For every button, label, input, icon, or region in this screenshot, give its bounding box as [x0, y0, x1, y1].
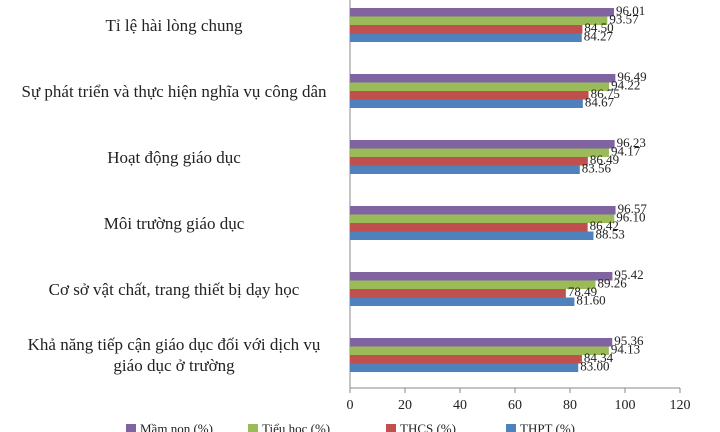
bar — [350, 280, 596, 289]
value-label: 95.42 — [614, 267, 643, 282]
legend-label: THPT (%) — [520, 421, 575, 432]
bar — [350, 338, 613, 347]
category-label: Khả năng tiếp cận giáo dục đối với dịch … — [27, 335, 321, 375]
bar — [350, 289, 566, 298]
value-label: 88.53 — [595, 227, 624, 242]
value-label: 96.49 — [617, 69, 646, 84]
category-label: Tỉ lệ hài lòng chung — [105, 15, 243, 35]
x-tick-label: 0 — [347, 398, 354, 413]
category-label: Hoạt động giáo dục — [107, 147, 241, 167]
x-tick-label: 20 — [398, 398, 412, 413]
value-label: 94.13 — [611, 342, 640, 357]
value-label: 84.50 — [584, 20, 613, 35]
bar — [350, 82, 610, 91]
value-label: 86.75 — [591, 86, 620, 101]
value-label: 86.49 — [590, 152, 619, 167]
value-label: 84.27 — [584, 29, 614, 44]
value-label: 94.22 — [611, 78, 640, 93]
x-tick-label: 60 — [508, 398, 522, 413]
bar — [350, 140, 615, 149]
bar — [350, 91, 589, 100]
category-label: Sự phát triển và thực hiện nghĩa vụ công… — [21, 81, 327, 101]
legend-swatch — [386, 424, 396, 432]
bar — [350, 165, 580, 174]
bar — [350, 74, 616, 83]
x-tick-label: 80 — [563, 398, 577, 413]
category-label: Môi trường giáo dục — [103, 213, 245, 233]
value-label: 93.57 — [609, 12, 639, 27]
bar — [350, 231, 594, 240]
value-label: 81.60 — [576, 293, 605, 308]
bar — [350, 346, 609, 355]
bar — [350, 214, 615, 223]
bar — [350, 8, 615, 17]
bar — [350, 363, 579, 372]
legend-label: THCS (%) — [400, 421, 456, 432]
value-label: 96.01 — [616, 3, 645, 18]
value-label: 83.56 — [582, 161, 612, 176]
bar — [350, 272, 613, 281]
legend-swatch — [506, 424, 516, 432]
value-label: 96.57 — [618, 201, 648, 216]
bar — [350, 148, 609, 157]
bar — [350, 33, 582, 42]
legend-label: Mầm non (%) — [140, 421, 213, 432]
value-label: 96.10 — [616, 210, 645, 225]
legend-label: Tiểu học (%) — [262, 421, 330, 432]
bar — [350, 297, 575, 306]
x-tick-label: 40 — [453, 398, 467, 413]
bar — [350, 355, 582, 364]
value-label: 83.00 — [580, 359, 609, 374]
value-label: 84.67 — [585, 95, 615, 110]
bar — [350, 16, 608, 25]
value-label: 84.34 — [584, 350, 614, 365]
x-tick-label: 100 — [615, 398, 636, 413]
bar — [350, 157, 588, 166]
legend-swatch — [126, 424, 136, 432]
bar — [350, 99, 583, 108]
value-label: 94.17 — [611, 144, 641, 159]
value-label: 86.42 — [590, 218, 619, 233]
value-label: 78.49 — [568, 284, 597, 299]
legend-swatch — [248, 424, 258, 432]
value-label: 89.26 — [597, 276, 627, 291]
category-label: Cơ sở vật chất, trang thiết bị dạy học — [48, 279, 300, 299]
value-label: 95.36 — [614, 333, 644, 348]
bar — [350, 223, 588, 232]
x-tick-label: 120 — [670, 398, 691, 413]
bar — [350, 206, 616, 215]
value-label: 96.23 — [617, 135, 646, 150]
bar — [350, 25, 583, 34]
